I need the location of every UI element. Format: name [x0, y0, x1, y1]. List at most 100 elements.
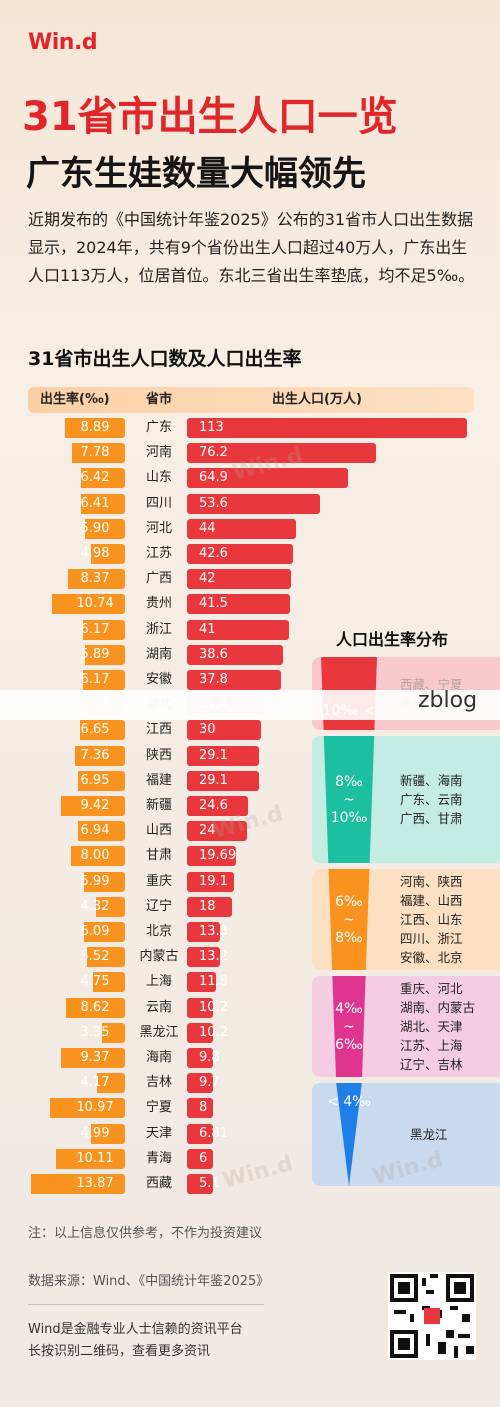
population-bar: [187, 947, 220, 967]
rate-bar: [75, 746, 125, 766]
population-label: 9.7: [199, 1075, 220, 1090]
population-bar: [187, 972, 216, 992]
intro-paragraph: 近期发布的《中国统计年鉴2025》公布的31省市人口出生数据显示，2024年，共…: [28, 210, 475, 285]
distribution-category-label: < 4‰: [327, 1094, 371, 1110]
population-bar: [187, 569, 291, 589]
province-label: 山东: [145, 470, 172, 485]
population-label: 76.2: [199, 445, 228, 460]
chart-title: 31省市出生人口数及人口出生率: [28, 348, 302, 370]
rate-label: 5.99: [80, 874, 110, 889]
rate-label: 6.94: [80, 823, 110, 838]
rate-bar: [52, 594, 125, 614]
footer-line-2: 长按识别二维码，查看更多资讯: [28, 1344, 211, 1359]
distribution-province-list: 河南、陕西 福建、山西 江西、山东 四川、浙江 安徽、北京: [400, 872, 463, 967]
rate-bar: [66, 998, 125, 1018]
population-label: 11.8: [199, 974, 228, 989]
category-label-line: 8‰: [335, 929, 363, 946]
qr-code[interactable]: [388, 1272, 476, 1360]
population-label: 9.8: [199, 1050, 220, 1065]
rate-bar: [72, 443, 125, 463]
rate-label: 6.42: [80, 470, 110, 485]
province-label: 四川: [145, 496, 172, 511]
distribution-category-label: 8‰ ~10‰: [309, 773, 389, 827]
watermark: Win.d: [219, 1151, 296, 1194]
rate-label: 5.89: [80, 647, 110, 662]
rate-label: 6.17: [80, 672, 110, 687]
province-list-line: 河南、陕西: [400, 874, 463, 889]
rate-label: 8.00: [80, 848, 110, 863]
population-bar: [187, 897, 232, 917]
category-label-line: 6‰: [335, 1036, 363, 1053]
disclaimer-note: 注：以上信息仅供参考，不作为投资建议: [28, 1226, 263, 1241]
population-bar: [187, 443, 376, 463]
province-list-line: 福建、山西: [400, 893, 463, 908]
header-rate: 出生率(‰): [40, 392, 110, 407]
province-label: 黑龙江: [139, 1025, 179, 1040]
rate-label: 4.99: [80, 1126, 110, 1141]
distribution-title: 人口出生率分布: [336, 630, 449, 649]
rate-bar: [81, 494, 125, 514]
province-list-line: 广西、甘肃: [400, 811, 463, 826]
province-label: 北京: [145, 924, 172, 939]
rate-bar: [83, 670, 125, 690]
rate-bar: [78, 771, 125, 791]
population-bar: [187, 821, 247, 841]
rate-bar: [56, 1149, 125, 1169]
population-bar: [187, 1048, 213, 1068]
province-list-line: 江苏、上海: [400, 1038, 463, 1053]
rate-bar: [80, 720, 125, 740]
header-province: 省市: [146, 392, 173, 407]
province-label: 广西: [145, 571, 172, 586]
table-header-bar: [28, 387, 474, 413]
rate-label: 4.98: [80, 546, 110, 561]
population-label: 64.9: [199, 470, 228, 485]
population-label: 29.1: [199, 748, 228, 763]
population-bar: [187, 922, 220, 942]
population-label: 37.8: [199, 672, 228, 687]
rate-bar: [96, 897, 125, 917]
header-population: 出生人口(万人): [272, 392, 362, 407]
rate-label: 8.62: [80, 1000, 110, 1015]
population-bar: [187, 771, 259, 791]
rate-label: 7.78: [80, 445, 110, 460]
population-bar: [187, 1149, 213, 1169]
population-label: 44: [199, 521, 216, 536]
distribution-category-label: 4‰ ~6‰: [309, 1000, 389, 1054]
category-label-line: ~: [343, 911, 355, 928]
rate-label: 9.37: [80, 1050, 110, 1065]
province-label: 贵州: [145, 596, 172, 611]
rate-bar: [87, 947, 125, 967]
population-bar: [187, 594, 290, 614]
population-bar: [187, 746, 259, 766]
population-bar: [187, 1098, 213, 1118]
population-bar: [187, 494, 320, 514]
data-source: 数据来源：Wind、《中国统计年鉴2025》: [28, 1274, 270, 1289]
population-bar: [187, 1023, 213, 1043]
rate-label: 13.87: [76, 1176, 114, 1191]
population-bar: [187, 796, 248, 816]
population-bar: [187, 620, 289, 640]
rate-label: 4.17: [80, 1075, 110, 1090]
rate-bar: [84, 872, 125, 892]
footer-line-1: Wind是金融专业人士信赖的资讯平台: [28, 1322, 243, 1337]
category-label-line: 8‰: [335, 773, 363, 790]
rate-bar: [71, 846, 125, 866]
province-label: 河南: [145, 445, 172, 460]
rate-label: 7.36: [80, 748, 110, 763]
population-label: 5.1: [199, 1176, 220, 1191]
province-label: 浙江: [145, 622, 172, 637]
province-list-line: 重庆、河北: [400, 981, 463, 996]
population-bar: [187, 1124, 213, 1144]
province-label: 甘肃: [145, 848, 172, 863]
province-label: 安徽: [145, 672, 172, 687]
province-list-line: 四川、浙江: [400, 931, 463, 946]
rate-bar: [97, 1073, 125, 1093]
province-label: 广东: [145, 420, 172, 435]
province-list-line: 湖南、内蒙古: [400, 1000, 476, 1015]
rate-bar: [78, 821, 125, 841]
population-label: 10.2: [199, 1025, 228, 1040]
province-label: 新疆: [145, 798, 172, 813]
rate-label: 6.65: [80, 722, 110, 737]
province-label: 上海: [145, 974, 172, 989]
province-label: 陕西: [145, 748, 172, 763]
